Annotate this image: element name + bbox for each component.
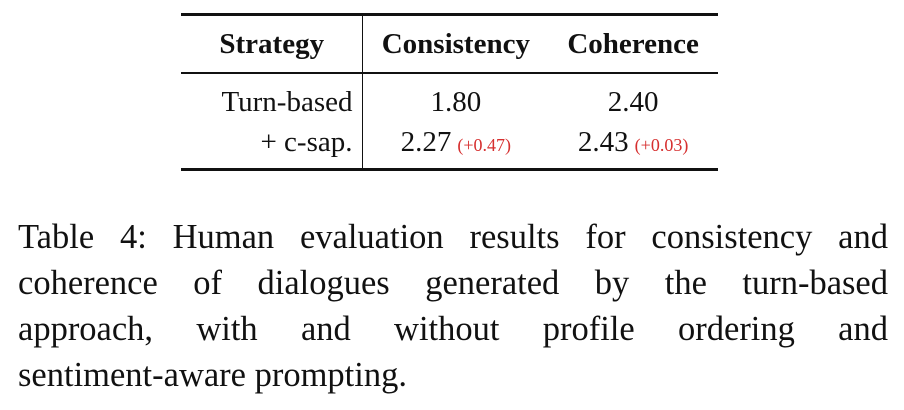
table-body: Turn-based 1.80 2.40 + c-sap. 2.27 (+0.47… <box>181 73 718 170</box>
consistency-delta: (+0.47) <box>457 135 511 155</box>
header-coherence: Coherence <box>548 15 718 74</box>
table-row: Turn-based 1.80 2.40 <box>181 73 718 122</box>
cell-consistency: 1.80 <box>363 73 548 122</box>
caption-line: Table 4: Human evaluation results for co… <box>18 214 888 260</box>
results-table: Strategy Consistency Coherence Turn-base… <box>181 13 718 171</box>
consistency-value: 1.80 <box>430 86 481 118</box>
header-row: Strategy Consistency Coherence <box>181 15 718 74</box>
coherence-value: 2.40 <box>608 86 659 118</box>
consistency-value: 2.27 <box>401 126 452 158</box>
table-row: + c-sap. 2.27 (+0.47) 2.43 (+0.03) <box>181 122 718 170</box>
cell-coherence: 2.40 <box>548 73 718 122</box>
cell-consistency: 2.27 (+0.47) <box>363 122 548 170</box>
results-table-container: Strategy Consistency Coherence Turn-base… <box>181 13 718 171</box>
caption-line: sentiment-aware prompting. <box>18 352 888 398</box>
coherence-value: 2.43 <box>578 126 629 158</box>
caption-line: coherence of dialogues generated by the … <box>18 260 888 306</box>
cell-strategy: Turn-based <box>181 73 363 122</box>
table-header: Strategy Consistency Coherence <box>181 15 718 74</box>
table-caption: Table 4: Human evaluation results for co… <box>18 214 888 398</box>
header-consistency: Consistency <box>363 15 548 74</box>
cell-coherence: 2.43 (+0.03) <box>548 122 718 170</box>
cell-strategy: + c-sap. <box>181 122 363 170</box>
caption-line: approach, with and without profile order… <box>18 306 888 352</box>
header-strategy: Strategy <box>181 15 363 74</box>
coherence-delta: (+0.03) <box>635 135 689 155</box>
